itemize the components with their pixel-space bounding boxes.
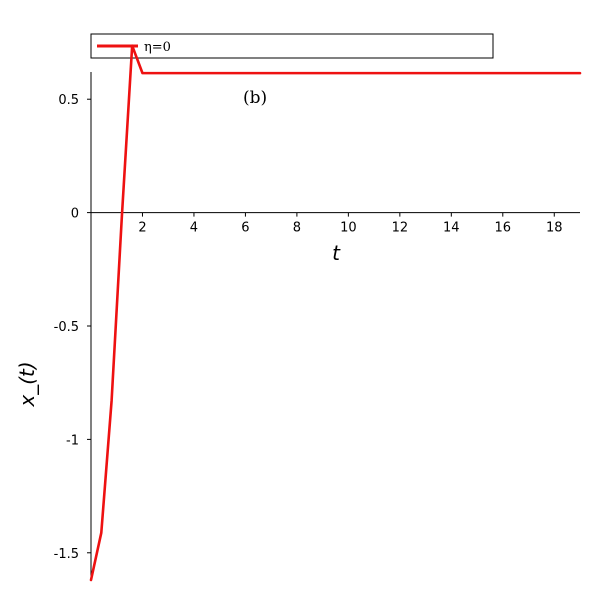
axes: 2 4 6 8 10 12 14 16 18 0.5 0 -0.5 -1 -1.5 (54, 72, 580, 580)
x-tick-label: 8 (293, 221, 301, 236)
legend: η=0 (90, 33, 494, 59)
y-tick-label: -1.5 (54, 547, 79, 562)
x-tick-label: 16 (495, 221, 512, 236)
x-tick-label: 14 (443, 221, 460, 236)
legend-box (90, 33, 494, 59)
series-line-1 (89, 44, 582, 582)
y-tick-label: -0.5 (54, 320, 79, 335)
series-lines (89, 44, 582, 582)
x-tick-label: 18 (546, 221, 563, 236)
x-axis-label: t (332, 241, 341, 265)
x-tick-label: 12 (392, 221, 409, 236)
x-tick-label: 2 (138, 221, 146, 236)
x-tick-label: 10 (340, 221, 357, 236)
legend-label: η=0 (144, 40, 171, 55)
panel-label: (b) (243, 88, 267, 108)
y-axis-label: x_(t) (15, 361, 39, 407)
y-tick-label: 0 (71, 207, 79, 222)
x-tick-label: 6 (241, 221, 249, 236)
y-tick-label: -1 (66, 433, 79, 448)
y-tick-label: 0.5 (58, 93, 79, 108)
x-tick-label: 4 (190, 221, 198, 236)
